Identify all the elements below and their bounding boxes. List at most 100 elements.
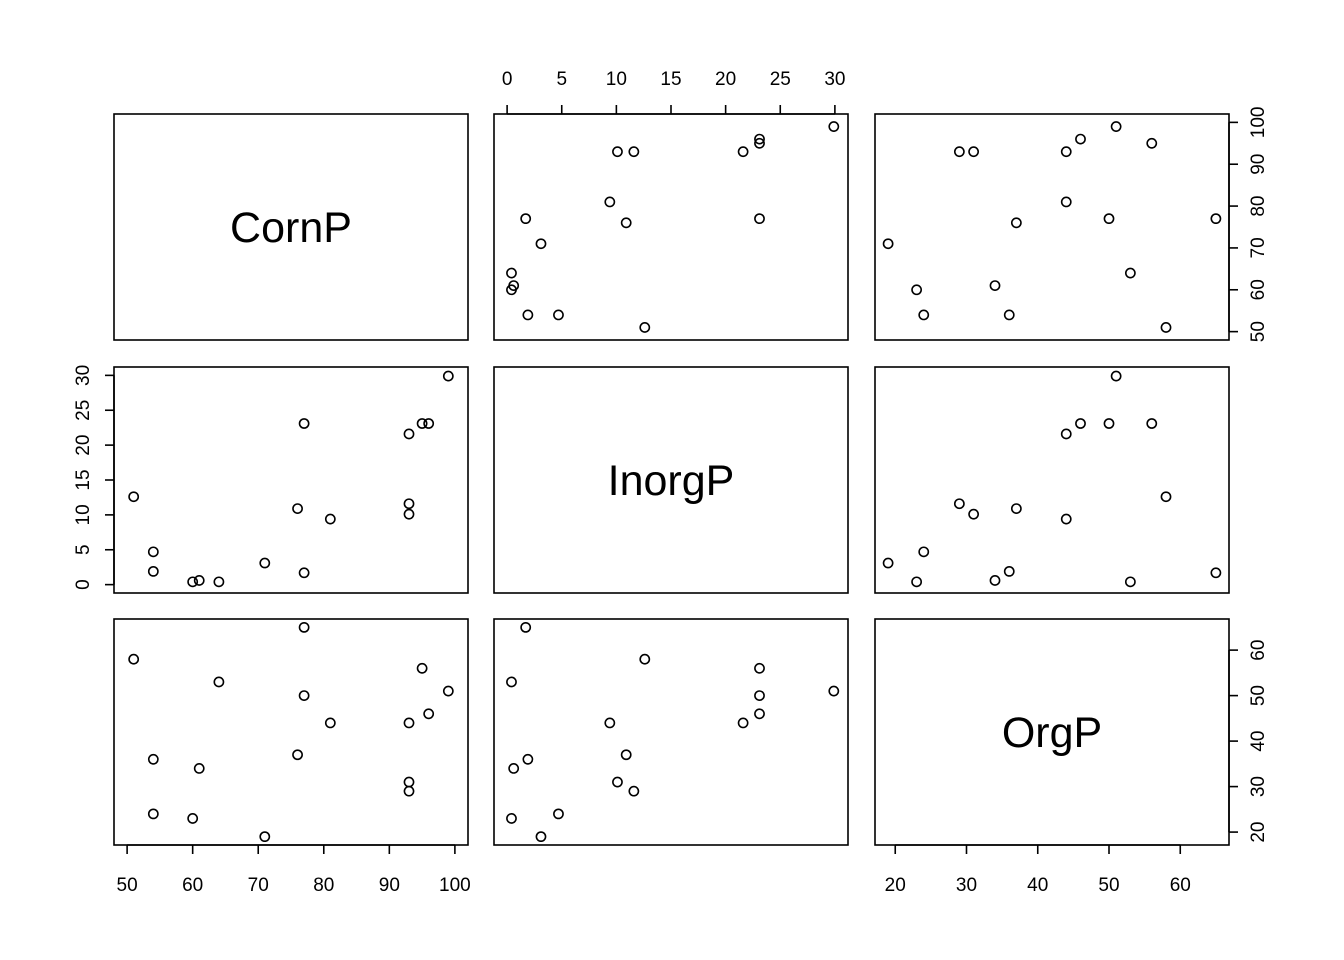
point-cornp-vs-inorgp-10: [639, 322, 651, 333]
point-inorgp-vs-cornp-15: [416, 418, 428, 429]
point-inorgp-vs-orgp-5: [918, 546, 930, 558]
point-cornp-vs-orgp-16: [1003, 309, 1015, 321]
tick-label-inorgp-20: 20: [715, 69, 736, 90]
point-orgp-vs-cornp-6: [298, 621, 310, 633]
point-cornp-vs-orgp-17: [1110, 121, 1122, 132]
tick-label-orgp-20: 20: [1248, 822, 1269, 843]
point-cornp-vs-inorgp-1: [506, 267, 517, 279]
tick-label-cornp-100: 100: [439, 875, 471, 896]
point-orgp-vs-inorgp-7: [604, 717, 616, 729]
point-cornp-vs-orgp-14: [1060, 146, 1072, 158]
point-cornp-vs-inorgp-6: [520, 213, 532, 225]
tick-label-orgp-60: 60: [1170, 875, 1191, 896]
point-inorgp-vs-orgp-6: [1210, 567, 1222, 579]
point-orgp-vs-inorgp-6: [520, 621, 532, 633]
point-cornp-vs-orgp-7: [1060, 196, 1072, 208]
tick-label-inorgp-5: 5: [73, 544, 94, 555]
point-orgp-vs-inorgp-9: [628, 785, 640, 797]
point-inorgp-vs-cornp-3: [259, 557, 271, 569]
point-inorgp-vs-cornp-9: [403, 498, 415, 510]
panel-cornp-inorgp: [493, 113, 849, 341]
point-orgp-vs-inorgp-1: [506, 676, 517, 688]
tick-label-cornp-90: 90: [1248, 154, 1269, 175]
point-cornp-vs-inorgp-17: [828, 121, 840, 132]
point-orgp-vs-cornp-10: [128, 653, 140, 665]
point-orgp-vs-inorgp-16: [522, 753, 534, 765]
point-cornp-vs-inorgp-15: [754, 137, 765, 149]
point-cornp-vs-orgp-12: [1075, 133, 1086, 145]
point-orgp-vs-inorgp-5: [553, 808, 564, 820]
point-orgp-vs-cornp-17: [442, 685, 454, 697]
point-inorgp-vs-orgp-11: [1010, 503, 1022, 514]
tick-label-inorgp-0: 0: [73, 579, 94, 590]
point-cornp-vs-inorgp-12: [754, 133, 765, 145]
point-cornp-vs-inorgp-3: [535, 238, 547, 250]
point-inorgp-vs-cornp-1: [213, 576, 225, 588]
variable-label-cornp: CornP: [230, 204, 352, 252]
point-orgp-vs-inorgp-14: [737, 717, 749, 729]
panel-orgp-inorgp: [493, 618, 849, 846]
point-cornp-vs-inorgp-7: [604, 196, 616, 208]
point-inorgp-vs-cornp-4: [193, 575, 205, 586]
point-inorgp-vs-orgp-8: [968, 508, 980, 520]
point-cornp-vs-orgp-11: [1010, 217, 1022, 229]
point-cornp-vs-orgp-15: [1146, 137, 1158, 149]
point-inorgp-vs-cornp-2: [187, 576, 199, 588]
point-orgp-vs-cornp-16: [147, 753, 159, 765]
point-inorgp-vs-orgp-10: [1160, 491, 1172, 503]
point-orgp-vs-inorgp-10: [639, 653, 651, 665]
point-inorgp-vs-orgp-12: [1075, 418, 1086, 429]
point-inorgp-vs-orgp-7: [1060, 513, 1072, 525]
panel-inorgp-cornp: [113, 366, 469, 594]
point-orgp-vs-inorgp-11: [620, 749, 632, 761]
tick-label-cornp-90: 90: [379, 875, 400, 896]
tick-label-cornp-80: 80: [313, 875, 334, 896]
point-cornp-vs-orgp-13: [1103, 213, 1115, 225]
point-cornp-vs-orgp-2: [911, 284, 923, 296]
tick-label-inorgp-10: 10: [73, 504, 94, 525]
point-cornp-vs-orgp-1: [1124, 267, 1136, 279]
tick-label-inorgp-20: 20: [73, 435, 94, 456]
panel-cornp-orgp: [874, 113, 1230, 341]
panel-inorgp-orgp: [874, 366, 1230, 594]
tick-label-cornp-50: 50: [117, 875, 138, 896]
point-inorgp-vs-cornp-12: [423, 418, 435, 429]
tick-label-inorgp-25: 25: [73, 400, 94, 421]
point-cornp-vs-inorgp-5: [553, 309, 564, 321]
tick-label-inorgp-0: 0: [502, 69, 513, 90]
point-cornp-vs-inorgp-11: [620, 217, 632, 229]
tick-label-inorgp-30: 30: [824, 69, 845, 90]
point-inorgp-vs-orgp-15: [1146, 418, 1158, 429]
point-inorgp-vs-orgp-4: [989, 575, 1001, 586]
point-orgp-vs-cornp-7: [324, 717, 336, 729]
tick-label-orgp-20: 20: [885, 875, 906, 896]
point-orgp-vs-inorgp-13: [754, 690, 765, 702]
point-inorgp-vs-orgp-1: [1124, 576, 1136, 588]
point-orgp-vs-cornp-1: [213, 676, 225, 688]
point-inorgp-vs-orgp-14: [1060, 428, 1072, 440]
point-orgp-vs-inorgp-8: [612, 776, 623, 788]
point-orgp-vs-cornp-8: [403, 776, 415, 788]
point-inorgp-vs-cornp-6: [298, 567, 310, 579]
point-inorgp-vs-orgp-2: [911, 576, 923, 588]
point-inorgp-vs-cornp-7: [324, 513, 336, 525]
point-orgp-vs-cornp-5: [147, 808, 159, 820]
point-orgp-vs-inorgp-3: [535, 831, 547, 843]
point-cornp-vs-orgp-6: [1210, 213, 1222, 225]
point-orgp-vs-cornp-11: [292, 749, 303, 761]
tick-label-orgp-40: 40: [1027, 875, 1048, 896]
point-cornp-vs-orgp-9: [953, 146, 965, 158]
point-orgp-vs-inorgp-15: [754, 662, 765, 674]
point-inorgp-vs-orgp-9: [953, 498, 965, 510]
point-orgp-vs-cornp-3: [259, 831, 271, 843]
point-cornp-vs-inorgp-13: [754, 213, 765, 225]
point-inorgp-vs-orgp-13: [1103, 418, 1115, 429]
tick-label-cornp-70: 70: [1248, 237, 1269, 258]
point-inorgp-vs-cornp-11: [292, 503, 303, 514]
tick-label-inorgp-5: 5: [556, 69, 567, 90]
point-cornp-vs-inorgp-14: [737, 146, 749, 158]
tick-label-cornp-70: 70: [248, 875, 269, 896]
tick-label-orgp-30: 30: [1248, 776, 1269, 797]
